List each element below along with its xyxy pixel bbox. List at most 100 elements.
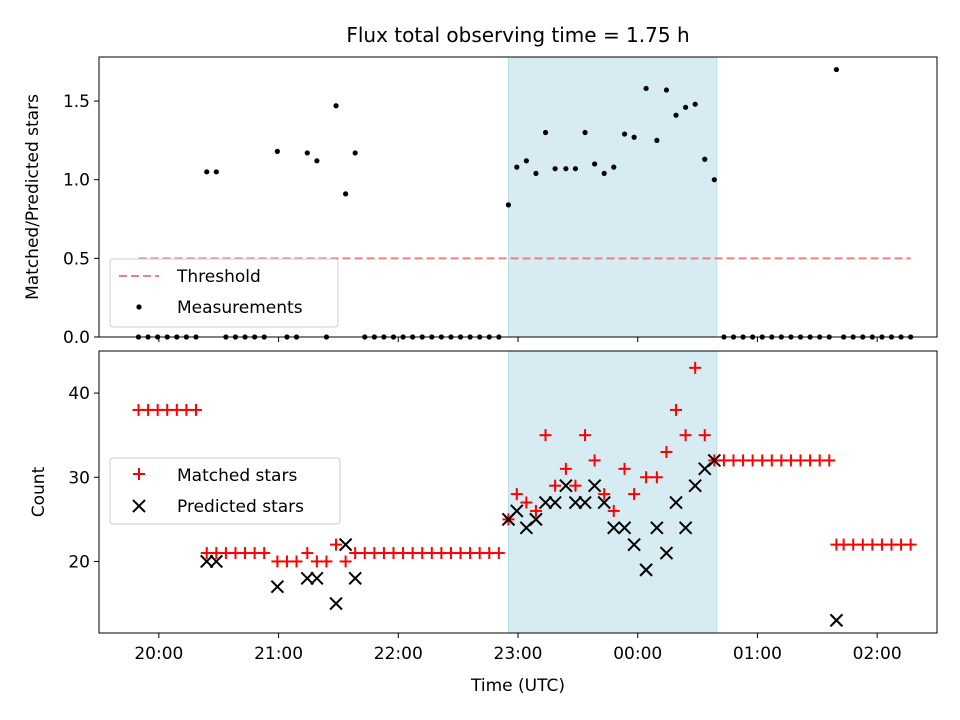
measurement-points	[135, 66, 914, 340]
chart-title: Flux total observing time = 1.75 h	[346, 23, 689, 47]
matched-star-point	[510, 488, 523, 501]
predicted-star-point	[650, 521, 664, 535]
matched-star-point	[670, 403, 683, 416]
predicted-star-point	[587, 478, 602, 493]
measurement-point	[572, 166, 579, 172]
predicted-star-point	[548, 495, 562, 510]
matched-star-point	[660, 446, 673, 459]
ratio-y-tick-label: 1.5	[63, 92, 90, 112]
matched-star-point	[640, 471, 653, 484]
count-y-axis: 20 30 40	[68, 384, 99, 572]
matched-star-point	[492, 547, 505, 560]
legend-measurements-swatch	[136, 304, 142, 310]
matched-star-point	[679, 429, 692, 442]
time-x-axis: 20:00 21:00 22:00 23:00 00:00 01:00 02:00	[134, 633, 902, 664]
count-legend: Matched stars Predicted stars	[109, 457, 341, 525]
matched-star-point	[607, 504, 620, 517]
ratio-y-tick-label: 1.0	[63, 171, 90, 191]
matched-star-point	[549, 479, 562, 492]
measurement-point	[523, 158, 529, 164]
predicted-star-point	[538, 495, 553, 510]
predicted-star-point	[348, 571, 362, 585]
time-x-tick-label: 22:00	[374, 644, 423, 664]
matched-star-point	[579, 429, 592, 442]
measurement-point	[833, 66, 840, 73]
measurement-point	[333, 103, 339, 109]
predicted-star-point	[659, 546, 674, 560]
matched-star-point	[650, 471, 663, 484]
measurement-point	[683, 104, 689, 110]
ratio-y-tick-label: 0.0	[63, 328, 90, 348]
predicted-star-point	[510, 504, 524, 518]
measurement-point	[542, 129, 549, 136]
predicted-star-point	[200, 554, 214, 569]
predicted-star-point	[669, 495, 683, 510]
measurement-point	[274, 148, 280, 154]
matched-star-point	[290, 555, 303, 568]
measurement-point	[582, 129, 588, 136]
legend-measurements-label: Measurements	[177, 298, 303, 318]
matched-star-point	[698, 429, 711, 442]
time-x-tick-label: 20:00	[134, 644, 183, 664]
measurement-point	[213, 169, 219, 175]
matched-star-point	[320, 555, 333, 568]
time-x-tick-label: 21:00	[254, 644, 303, 664]
ratio-x-ticks	[158, 337, 878, 342]
matched-star-point	[588, 454, 601, 467]
ratio-y-tick-label: 0.5	[63, 249, 90, 269]
matched-star-point	[339, 555, 352, 568]
predicted-star-point	[639, 563, 653, 577]
count-y-tick-label: 20	[68, 552, 90, 572]
time-x-tick-label: 01:00	[733, 644, 782, 664]
matched-star-point	[520, 496, 533, 509]
measurement-point	[654, 137, 660, 143]
matched-star-point	[330, 538, 343, 551]
measurement-point	[552, 166, 558, 172]
matched-star-point	[628, 488, 641, 501]
matched-star-point	[569, 479, 582, 492]
legend-matched-swatch	[133, 468, 145, 480]
matched-star-point	[618, 462, 631, 475]
time-x-tick-label: 23:00	[494, 644, 543, 664]
measurement-point	[563, 166, 569, 172]
matched-star-point	[823, 454, 836, 467]
predicted-star-point	[559, 478, 573, 493]
measurement-point	[621, 131, 628, 137]
measurement-point	[601, 170, 607, 177]
matched-star-point	[258, 547, 271, 560]
predicted-star-point	[310, 571, 324, 585]
measurement-point	[592, 161, 598, 167]
ratio-plot-panel: 0.0 0.5 1.0 1.5 Flux total observing time =…	[23, 23, 938, 348]
matched-star-point	[189, 403, 202, 416]
matched-star-point	[689, 361, 702, 374]
measurement-point	[343, 191, 349, 197]
measurement-point	[663, 87, 670, 93]
legend-threshold-label: Threshold	[176, 267, 261, 287]
time-x-label: Time (UTC)	[470, 676, 565, 696]
measurement-point	[711, 177, 717, 183]
predicted-star-point	[597, 495, 611, 510]
predicted-star-point	[707, 453, 722, 468]
predicted-star-point	[678, 521, 693, 535]
ratio-y-axis: 0.0 0.5 1.0 1.5	[63, 92, 99, 348]
predicted-stars-points	[200, 453, 844, 628]
ratio-y-label: Matched/Predicted stars	[23, 94, 43, 300]
predicted-star-point	[688, 478, 702, 493]
count-y-tick-label: 40	[68, 384, 90, 404]
measurement-point	[314, 158, 320, 164]
measurement-point	[514, 164, 520, 170]
ratio-legend: Threshold Measurements	[109, 258, 339, 328]
measurement-point	[505, 202, 512, 208]
matched-star-point	[559, 462, 572, 475]
time-x-tick-label: 02:00	[853, 644, 902, 664]
predicted-star-point	[627, 537, 641, 552]
measurement-point	[692, 101, 698, 107]
time-x-tick-label: 00:00	[613, 644, 662, 664]
predicted-star-point	[270, 579, 285, 594]
predicted-star-point	[568, 495, 583, 510]
measurement-point	[643, 85, 649, 92]
legend-predicted-swatch	[132, 499, 146, 513]
predicted-star-point	[529, 512, 543, 527]
predicted-star-point	[300, 571, 315, 585]
measurement-point	[702, 156, 708, 162]
